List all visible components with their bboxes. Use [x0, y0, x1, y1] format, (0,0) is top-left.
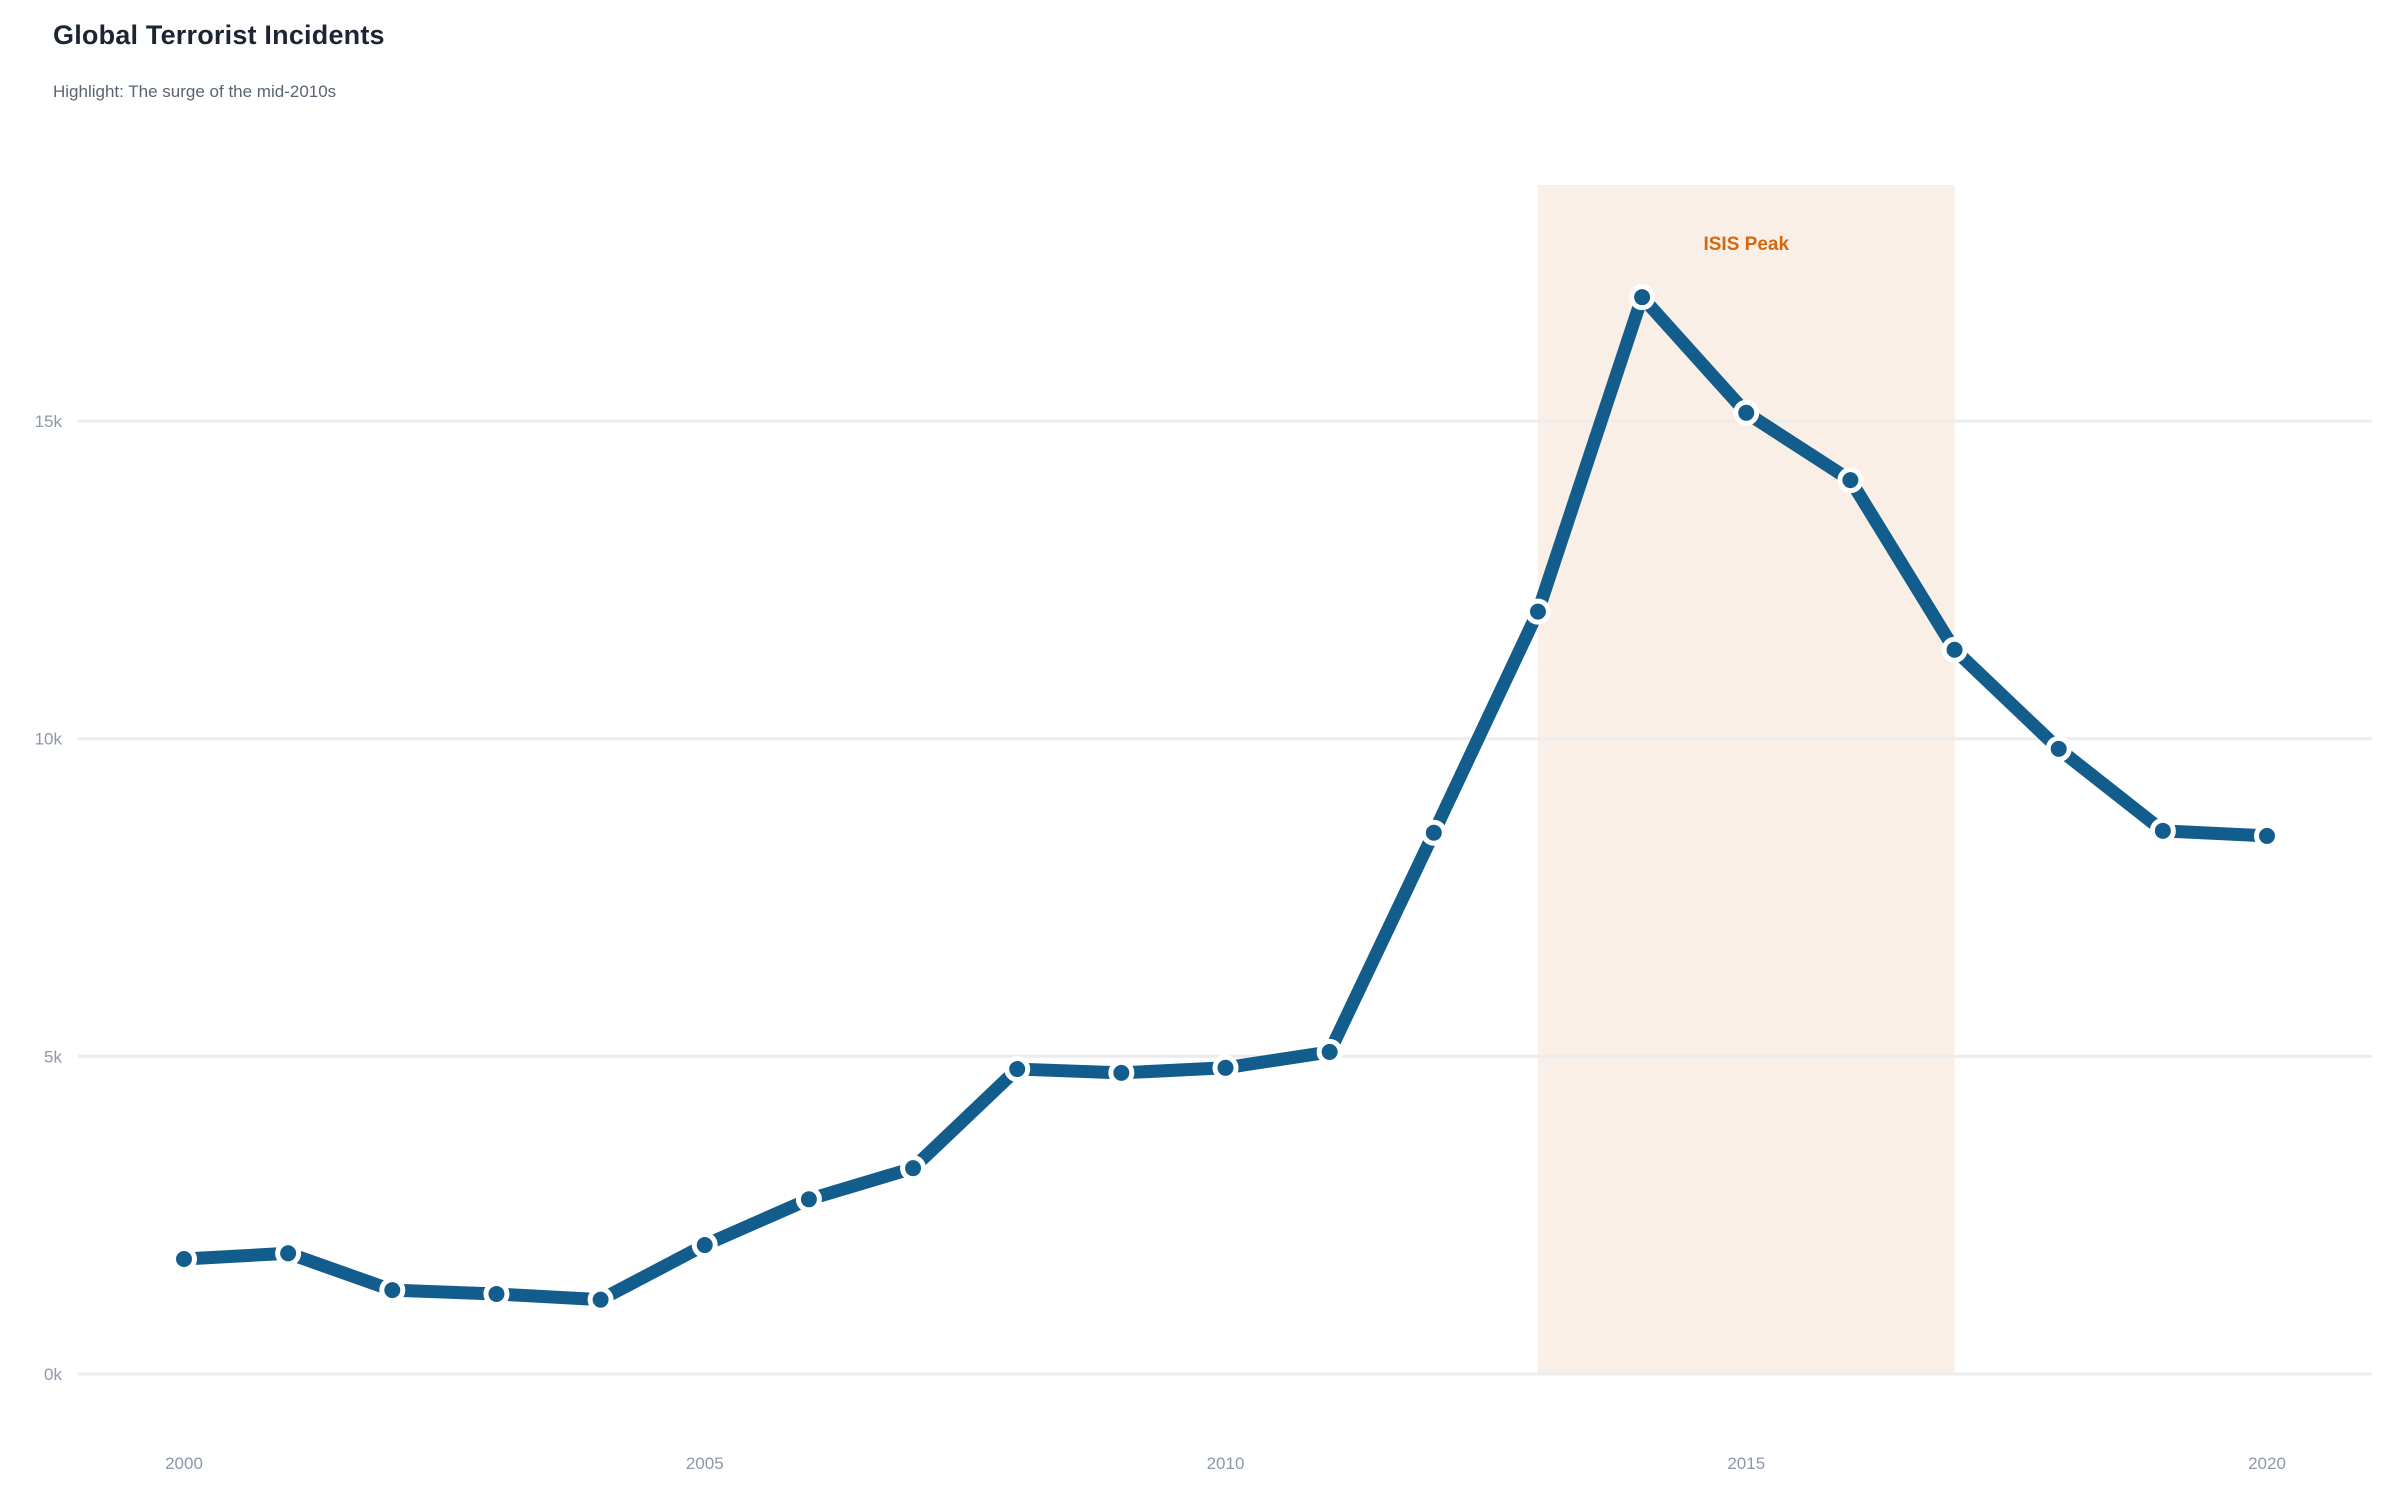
- x-tick-label: 2000: [165, 1454, 203, 1473]
- x-tick-label: 2010: [1207, 1454, 1245, 1473]
- data-point: [275, 1240, 302, 1267]
- data-point: [1420, 819, 1447, 846]
- annotation-label: ISIS Peak: [1703, 234, 1789, 255]
- data-point: [1108, 1059, 1135, 1086]
- data-point: [1629, 284, 1656, 311]
- data-point: [379, 1277, 406, 1304]
- data-point: [1941, 636, 1968, 663]
- data-point: [2149, 817, 2176, 844]
- data-point: [795, 1186, 822, 1213]
- data-point: [900, 1155, 927, 1182]
- data-point: [2254, 822, 2280, 849]
- data-point: [1733, 399, 1760, 426]
- x-tick-label: 2015: [1727, 1454, 1765, 1473]
- data-point: [1212, 1054, 1239, 1081]
- data-point: [587, 1286, 614, 1313]
- data-line: [177, 290, 2274, 1307]
- chart-subtitle: Highlight: The surge of the mid-2010s: [53, 82, 337, 101]
- data-point: [483, 1280, 510, 1307]
- y-tick-label: 10k: [35, 730, 63, 749]
- x-tick-label: 2005: [686, 1454, 724, 1473]
- highlight-band: [1537, 185, 1955, 1374]
- data-point: [2045, 735, 2072, 762]
- data-point: [171, 1246, 197, 1273]
- chart-title: Global Terrorist Incidents: [53, 20, 385, 50]
- data-point: [1524, 598, 1551, 625]
- y-tick-label: 0k: [44, 1365, 62, 1384]
- data-point: [1004, 1056, 1031, 1083]
- y-tick-label: 5k: [44, 1047, 62, 1066]
- data-point: [1837, 467, 1864, 494]
- data-point: [691, 1232, 718, 1259]
- data-point: [1316, 1038, 1343, 1065]
- y-tick-label: 15k: [35, 412, 63, 431]
- x-tick-label: 2020: [2248, 1454, 2286, 1473]
